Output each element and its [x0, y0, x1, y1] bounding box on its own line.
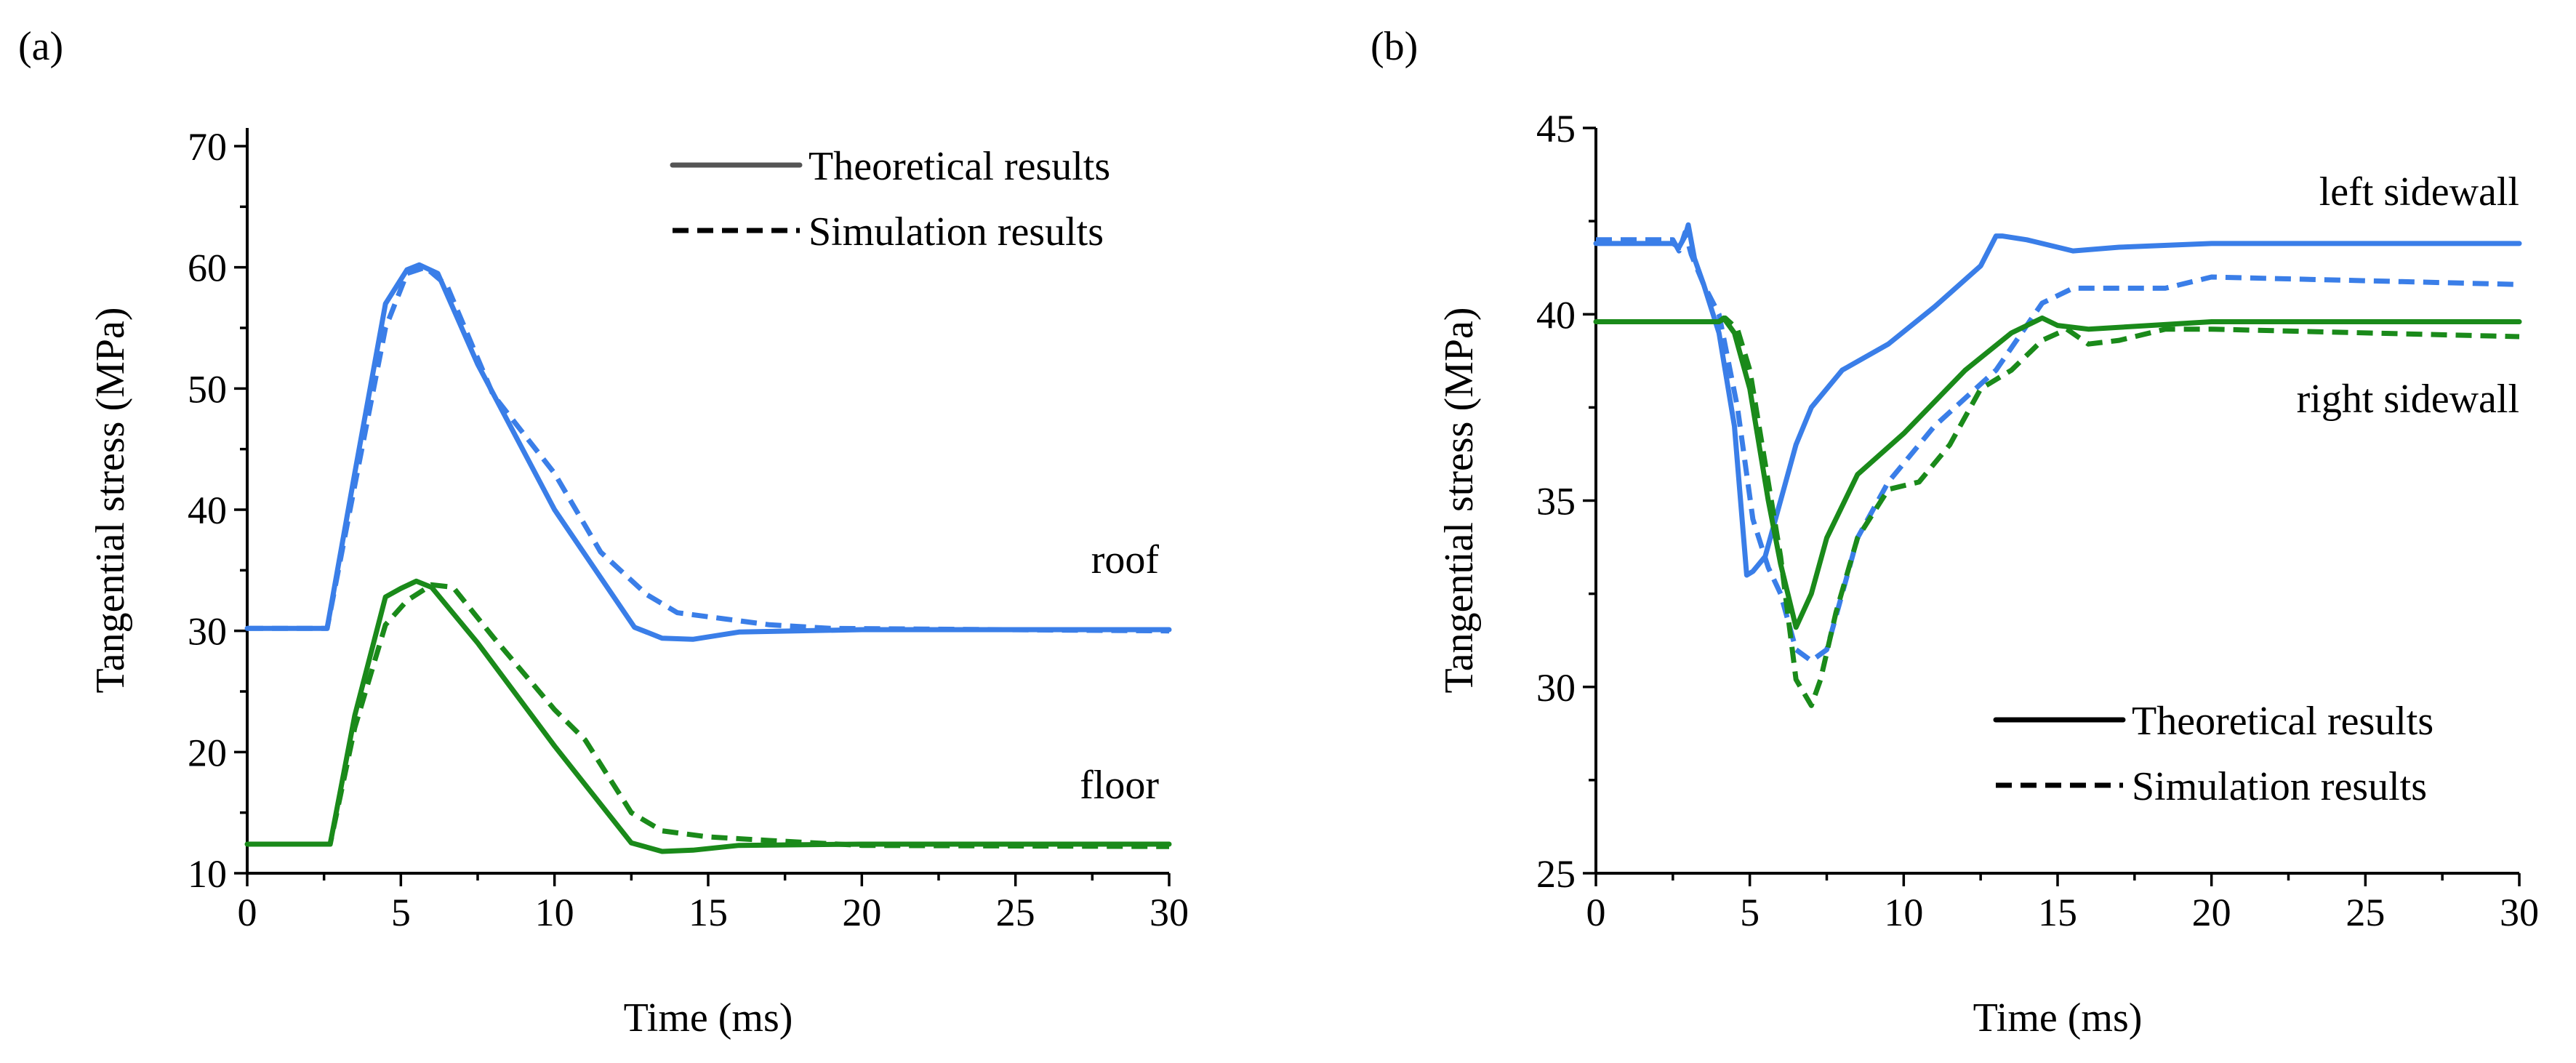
panel-a-x-tick-label: 0: [238, 891, 257, 934]
panel-b-y-tick-label: 45: [1536, 107, 1576, 151]
panel-b-legend: Theoretical results Simulation results: [1993, 699, 2433, 809]
panel-b: (b) Time (ms) Tangential stress (MPa) 0 5…: [1371, 24, 2539, 1040]
panel-b-x-tick-label: 10: [1884, 891, 1923, 934]
roof-simulation-curve: [247, 265, 1170, 634]
panel-a-x-tick-label: 5: [391, 891, 411, 934]
panel-b-curves: [1593, 222, 2522, 708]
panel-a-label: (a): [18, 24, 63, 69]
floor-theoretical-curve: [244, 578, 1172, 854]
panel-b-legend-theoretical: Theoretical results: [2132, 699, 2433, 744]
right-sidewall-theoretical-curve: [1593, 315, 2522, 630]
panel-a: (a) Time (ms) Tangential stress (MPa) 0 5…: [18, 24, 1189, 1040]
panel-b-x-tick-label: 15: [2038, 891, 2077, 934]
panel-b-y-tick-label: 30: [1536, 666, 1576, 710]
right-sidewall-simulation-curve: [1596, 315, 2520, 708]
panel-a-y-tick-label: 10: [188, 852, 227, 896]
panel-b-y-tick-label: 35: [1536, 480, 1576, 524]
roof-label: roof: [1091, 537, 1160, 582]
panel-b-y-tick-label: 25: [1536, 852, 1576, 896]
panel-a-x-tick-label: 25: [996, 891, 1035, 934]
right-sidewall-label: right sidewall: [2297, 377, 2519, 422]
panel-a-legend-simulation: Simulation results: [808, 209, 1104, 254]
floor-simulation-curve: [247, 582, 1170, 849]
panel-b-y-tick-label: 40: [1536, 293, 1576, 337]
panel-a-y-tick-label: 60: [188, 246, 227, 290]
panel-b-x-tick-label: 25: [2346, 891, 2385, 934]
floor-label: floor: [1080, 763, 1159, 808]
panel-a-ticks: 0 5 10 15 20 25 30 10 20 30 40 50 60 70: [188, 125, 1189, 934]
panel-b-ticks: 0 5 10 15 20 25 30 25 30 35 40 45: [1536, 107, 2539, 934]
panel-a-y-tick-label: 70: [188, 125, 227, 169]
left-sidewall-simulation-curve: [1596, 230, 2520, 664]
panel-b-legend-simulation: Simulation results: [2132, 764, 2427, 809]
panel-a-x-tick-label: 10: [535, 891, 574, 934]
left-sidewall-label: left sidewall: [2319, 169, 2519, 214]
panel-a-legend: Theoretical results Simulation results: [670, 144, 1110, 254]
panel-a-y-tick-label: 50: [188, 367, 227, 411]
panel-b-x-tick-label: 20: [2192, 891, 2231, 934]
panel-b-x-tick-label: 5: [1740, 891, 1760, 934]
panel-b-x-axis-label: Time (ms): [1973, 995, 2143, 1040]
panel-a-x-tick-label: 20: [842, 891, 881, 934]
panel-a-y-axis-label: Tangential stress (MPa): [88, 307, 133, 693]
panel-b-y-axis-label: Tangential stress (MPa): [1437, 307, 1482, 693]
panel-a-x-axis-label: Time (ms): [624, 995, 793, 1040]
panel-a-y-tick-label: 20: [188, 731, 227, 774]
panel-a-y-tick-label: 40: [188, 489, 227, 532]
left-sidewall-theoretical-curve: [1593, 222, 2522, 578]
panel-a-x-tick-label: 15: [689, 891, 728, 934]
panel-b-x-tick-label: 30: [2500, 891, 2539, 934]
panel-a-legend-theoretical: Theoretical results: [808, 144, 1110, 189]
panel-b-label: (b): [1371, 24, 1418, 69]
panel-a-curves: [244, 262, 1172, 854]
panel-b-x-tick-label: 0: [1586, 891, 1606, 934]
roof-theoretical-curve: [244, 262, 1172, 642]
panel-a-y-tick-label: 30: [188, 610, 227, 654]
panel-a-x-tick-label: 30: [1149, 891, 1189, 934]
